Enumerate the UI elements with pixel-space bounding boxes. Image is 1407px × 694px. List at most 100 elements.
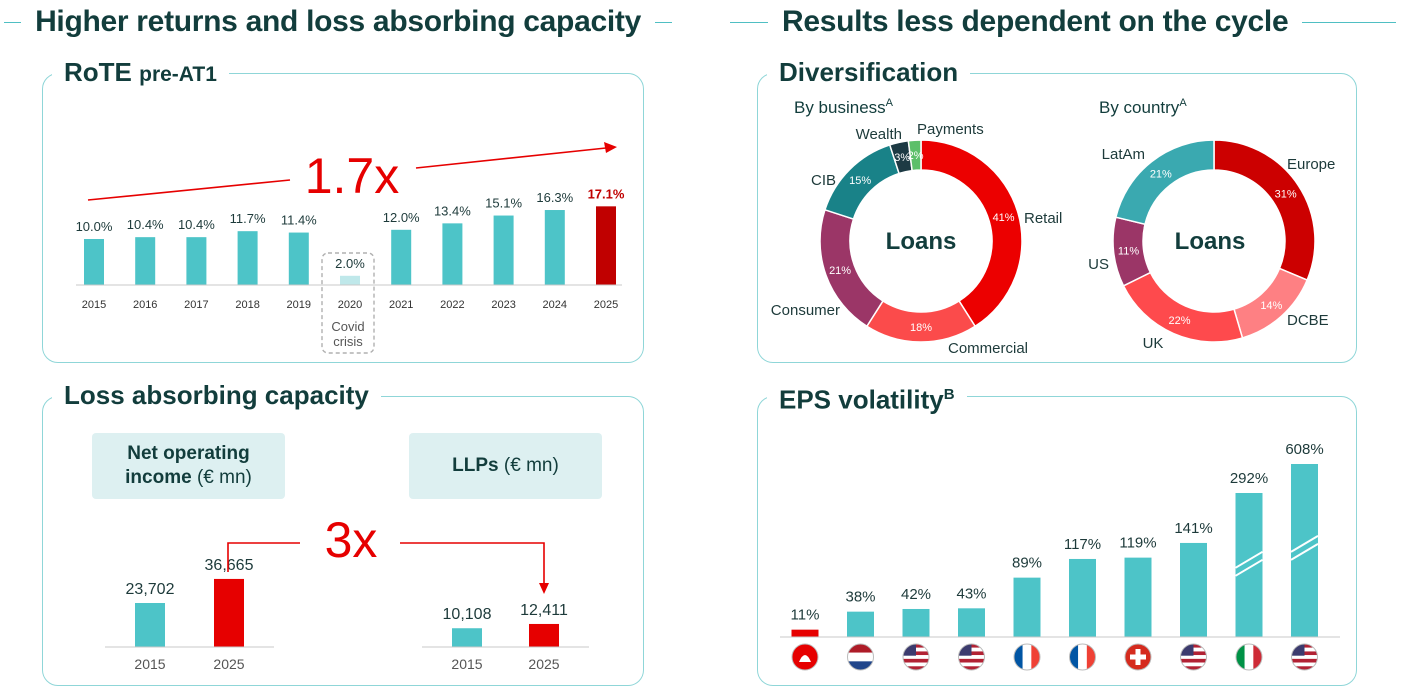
flag-stripe	[1180, 666, 1207, 670]
donut-percent-label: 21%	[829, 265, 851, 277]
rote-year-label: 2016	[133, 299, 157, 311]
rote-value-label: 10.4%	[178, 217, 215, 232]
flag-stripe	[1180, 662, 1207, 667]
eps-bar	[1013, 577, 1041, 637]
rote-bar	[544, 210, 565, 285]
rote-bar	[237, 231, 258, 285]
rote-value-label: 16.3%	[536, 190, 573, 205]
rote-value-label: 17.1%	[588, 186, 625, 201]
rote-value-label: 15.1%	[485, 196, 522, 211]
donut-percent-label: 18%	[910, 322, 932, 334]
donut-category-label: Retail	[1024, 210, 1062, 227]
eps-axis-break	[1234, 550, 1264, 569]
diversification-panel	[757, 73, 1357, 363]
italy-flag-icon	[1236, 644, 1262, 670]
flag-stripe	[903, 662, 929, 667]
flag-stripe	[847, 652, 874, 662]
loss-year-label: 2025	[213, 656, 244, 672]
donut-percent-label: 14%	[1260, 300, 1282, 312]
donut-percent-label: 11%	[1118, 246, 1139, 258]
flag-stripe	[1291, 655, 1318, 659]
llp-card: LLPs (€ mn)	[409, 433, 602, 499]
flag-outline	[791, 643, 819, 671]
donut-category-label: Europe	[1287, 156, 1335, 173]
flag-stripe	[1244, 644, 1254, 670]
flag-outline	[902, 643, 930, 671]
us-flag-icon	[1180, 644, 1207, 670]
noi-label-unit: (€ mn)	[196, 467, 252, 488]
donut-percent-label: 22%	[1169, 315, 1191, 327]
flag-stripe	[1078, 644, 1087, 670]
flag-stripe	[1014, 644, 1023, 670]
noi-card: Net operating income (€ mn)	[92, 433, 285, 499]
flame-shape	[799, 655, 811, 662]
rote-bar	[493, 215, 514, 285]
donut-slice	[920, 139, 1023, 328]
header-rule-left	[4, 21, 22, 23]
rote-value-label: 10.4%	[127, 217, 164, 232]
header-rule-right	[1302, 21, 1396, 23]
donut-category-label: UK	[1143, 335, 1164, 352]
flag-outline	[958, 643, 985, 671]
france-flag-icon	[1069, 644, 1096, 670]
flag-stripe	[1236, 644, 1245, 670]
header-rule-right	[654, 21, 673, 23]
donut-percent-label: 3%	[894, 152, 910, 164]
netherlands-flag-icon	[847, 644, 874, 670]
flag-cross	[1130, 654, 1146, 660]
donut-category-label: Consumer	[771, 302, 840, 319]
rote-bar	[84, 239, 104, 285]
rote-value-label: 13.4%	[434, 203, 471, 218]
covid-crisis-box	[321, 252, 375, 354]
eps-bar	[902, 608, 930, 637]
rote-bar	[186, 237, 207, 285]
eps-value-label: 292%	[1230, 470, 1268, 487]
loss-bar	[529, 623, 559, 647]
rote-bar	[135, 237, 156, 285]
eps-bar	[1124, 557, 1152, 637]
eps-bar	[1291, 464, 1318, 637]
rote-bar	[442, 223, 463, 285]
flag-outline	[847, 643, 874, 671]
flag-stripe	[1022, 644, 1032, 670]
rote-year-label: 2017	[184, 299, 208, 311]
flag-stripe	[1291, 658, 1318, 663]
loss-multiplier: 3x	[325, 512, 378, 568]
covid-note-line2: crisis	[333, 334, 363, 349]
rote-year-label: 2015	[82, 299, 106, 311]
donut-slice	[1114, 139, 1215, 226]
business-center-label: Loans	[886, 228, 957, 255]
flag-outline	[1013, 643, 1041, 671]
flag-outline	[1291, 643, 1318, 671]
rote-year-label: 2020	[338, 299, 362, 311]
donut-percent-label: 2%	[908, 150, 924, 162]
rote-value-label: 11.7%	[230, 211, 266, 226]
header-rule-left	[730, 21, 768, 23]
flag-outline	[1124, 643, 1152, 671]
flag-stripe	[847, 644, 874, 653]
rote-title-main: RoTE	[64, 57, 132, 87]
loss-value-label: 23,702	[126, 581, 175, 598]
eps-value-label: 89%	[1012, 555, 1042, 572]
flag-stripe	[1086, 644, 1096, 670]
eps-panel	[757, 396, 1357, 686]
loss-panel-title: Loss absorbing capacity	[52, 380, 381, 410]
growth-arrow-line-right	[415, 147, 607, 169]
rote-bar	[391, 229, 412, 285]
rote-panel-title: RoTE pre-AT1	[52, 57, 229, 90]
loss-bar	[214, 578, 244, 647]
flag-outline	[1180, 643, 1207, 671]
eps-panel-title: EPS volatilityB	[767, 380, 967, 415]
flag-stripe	[1069, 644, 1079, 670]
rote-year-label: 2024	[543, 299, 567, 311]
eps-value-label: 119%	[1119, 535, 1156, 552]
loss-value-label: 12,411	[520, 602, 568, 619]
diversification-panel-title: Diversification	[767, 57, 971, 87]
us-flag-icon	[903, 644, 929, 670]
flag-stripe	[958, 662, 985, 667]
loss-chart: 23,702 2015 36,665 2025 10,108 2015 12,411 2025…	[105, 512, 589, 672]
eps-value-label: 608%	[1285, 441, 1323, 458]
loss-arrow-head	[539, 583, 549, 594]
flag-stripe	[958, 658, 985, 663]
flag-stripe	[903, 666, 929, 670]
